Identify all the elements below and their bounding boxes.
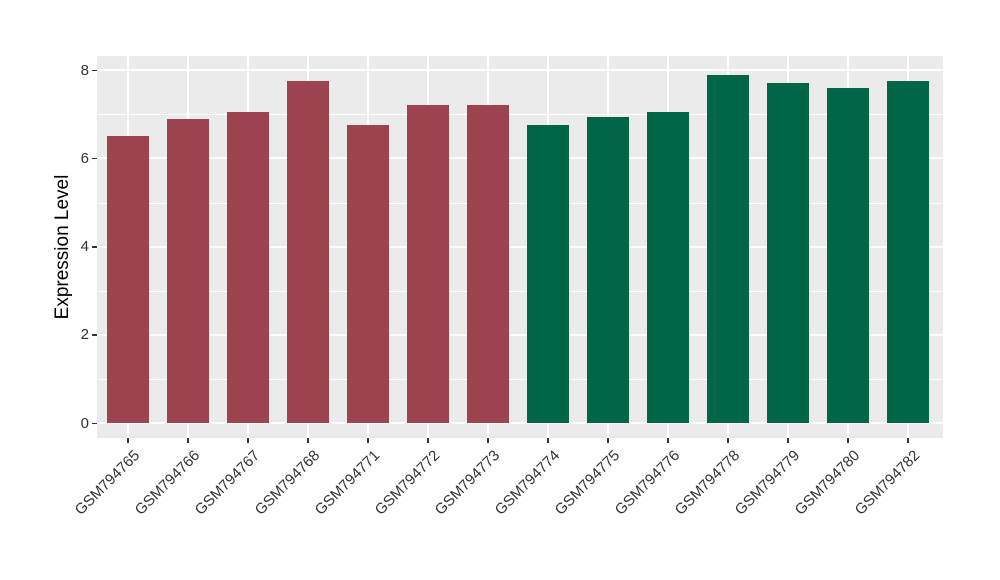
minor-gridline <box>97 202 943 204</box>
bar-GSM794771 <box>347 125 389 423</box>
x-tick-mark <box>607 438 609 443</box>
bar-GSM794774 <box>527 125 569 423</box>
x-tick-mark <box>727 438 729 443</box>
x-tick-mark <box>487 438 489 443</box>
y-tick-mark <box>92 69 97 72</box>
y-tick-mark <box>92 157 97 160</box>
major-gridline <box>97 69 943 72</box>
x-tick-mark <box>427 438 429 443</box>
y-tick-label: 2 <box>80 326 89 344</box>
x-tick-mark <box>187 438 189 443</box>
minor-gridline <box>97 290 943 292</box>
bar-GSM794779 <box>767 83 809 423</box>
bar-GSM794778 <box>707 74 749 423</box>
bar-GSM794767 <box>227 112 269 423</box>
major-gridline <box>97 333 943 336</box>
x-tick-mark <box>667 438 669 443</box>
bar-GSM794780 <box>827 87 869 423</box>
y-tick-label: 6 <box>80 149 89 167</box>
y-tick-label: 0 <box>80 414 89 432</box>
y-tick-label: 4 <box>80 238 89 256</box>
plot-panel <box>97 56 943 438</box>
x-tick-mark <box>307 438 309 443</box>
bar-GSM794768 <box>287 81 329 423</box>
bar-GSM794773 <box>467 105 509 423</box>
bar-GSM794772 <box>407 105 449 423</box>
x-tick-mark <box>247 438 249 443</box>
x-tick-mark <box>547 438 549 443</box>
x-tick-mark <box>367 438 369 443</box>
x-tick-mark <box>847 438 849 443</box>
y-tick-mark <box>92 334 97 336</box>
bar-GSM794765 <box>107 136 149 423</box>
minor-gridline <box>97 378 943 380</box>
major-gridline <box>97 422 943 424</box>
bar-GSM794782 <box>887 81 929 423</box>
x-tick-mark <box>127 438 129 443</box>
major-gridline <box>97 245 943 248</box>
y-tick-mark <box>92 422 97 424</box>
bar-GSM794776 <box>647 112 689 423</box>
y-tick-label: 8 <box>80 61 89 79</box>
major-gridline <box>97 157 943 160</box>
x-tick-mark <box>907 438 909 443</box>
y-tick-mark <box>92 246 97 248</box>
minor-gridline <box>97 114 943 116</box>
bar-GSM794775 <box>587 116 629 423</box>
x-tick-mark <box>787 438 789 443</box>
bar-GSM794766 <box>167 118 209 423</box>
